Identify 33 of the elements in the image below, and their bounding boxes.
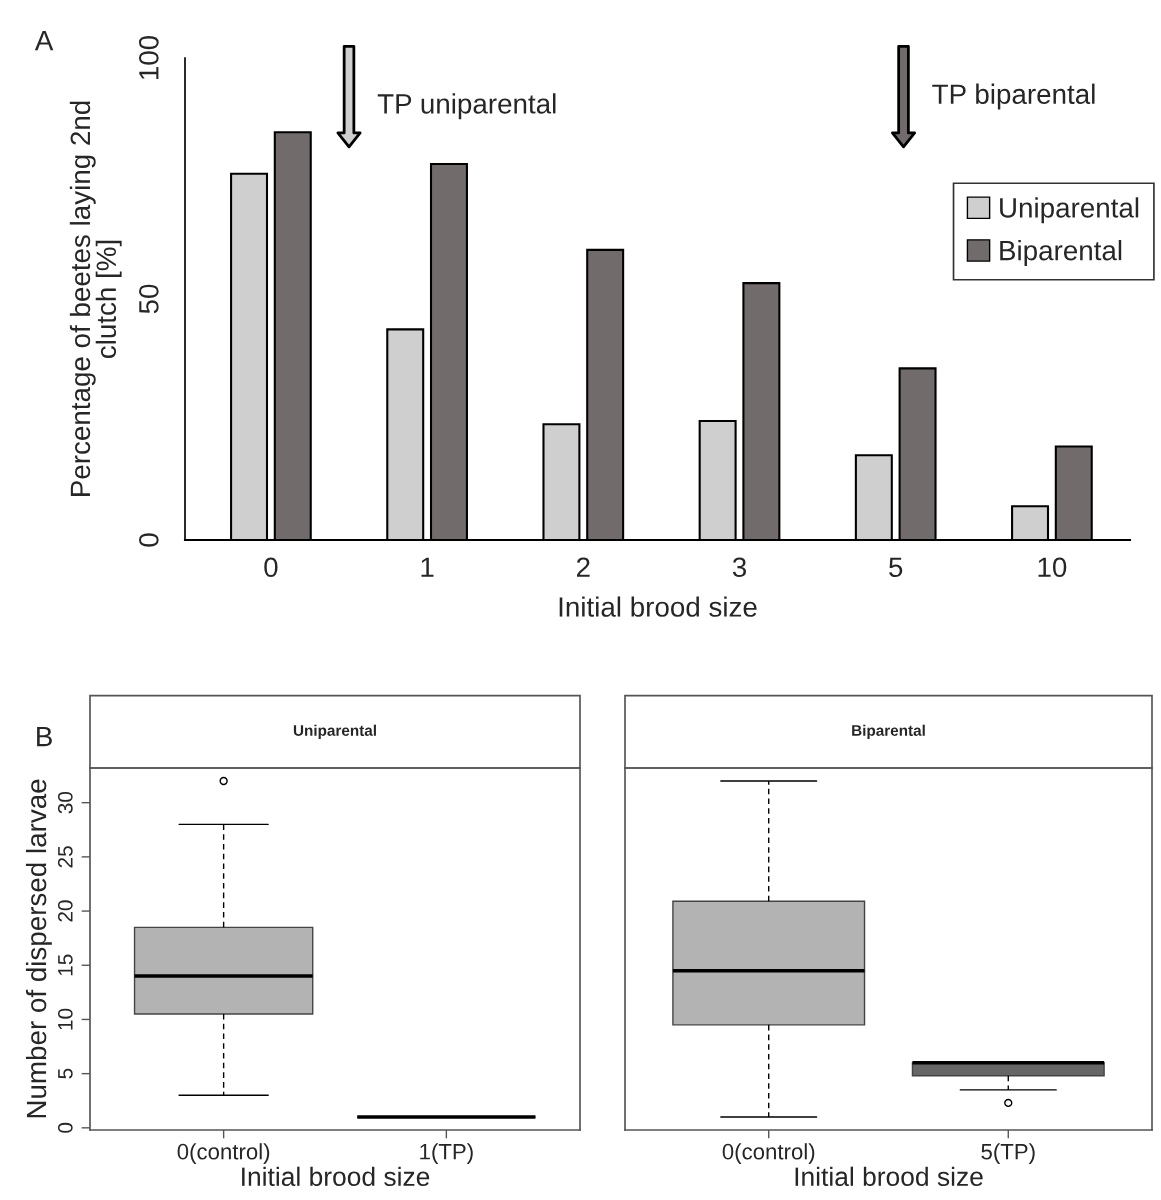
- x-axis-title: Initial brood size: [242, 1166, 430, 1187]
- y-tick-label: 50: [139, 284, 159, 314]
- x-tick-label: 1(TP): [420, 1143, 473, 1164]
- y-tick-label: 5: [58, 1068, 73, 1079]
- chart-title: Uniparental: [293, 724, 376, 739]
- x-tick-label: 0(control): [722, 1143, 815, 1164]
- x-tick-label: 0(control): [177, 1143, 270, 1164]
- x-tick-label: 3: [732, 557, 747, 578]
- y-axis-title: Percentage of beetes laying 2nd clutch [%]: [69, 101, 122, 496]
- x-tick-label: 5(TP): [981, 1143, 1035, 1164]
- y-tick-label: 10: [57, 1008, 73, 1030]
- annotation: TP biparental: [932, 83, 1095, 110]
- y-tick-label: 15: [58, 954, 73, 976]
- legend-label: Uniparental: [1000, 197, 1139, 224]
- y-tick-label: 20: [57, 900, 73, 922]
- y-axis-title: Number of dispersed larvae: [25, 779, 52, 1118]
- x-tick-label: 2: [576, 557, 590, 577]
- y-tick-label: 100: [139, 35, 159, 80]
- chart-title: Biparental: [852, 724, 925, 739]
- annotation: TP uniparental: [377, 93, 556, 120]
- x-axis-title: Initial brood size: [559, 596, 757, 617]
- y-tick-label: 30: [57, 791, 73, 814]
- x-tick-label: 0: [264, 557, 278, 578]
- legend-label: Biparental: [1000, 240, 1122, 266]
- text: B: [37, 727, 52, 747]
- y-tick-label: 0: [139, 533, 159, 547]
- y-tick-label: 25: [57, 846, 73, 868]
- x-tick-label: 5: [889, 557, 903, 578]
- x-tick-label: 1: [421, 557, 434, 577]
- text: A: [34, 31, 54, 51]
- x-tick-label: 10: [1038, 557, 1067, 578]
- x-axis-title: Initial brood size: [795, 1166, 983, 1187]
- y-tick-label: 0: [57, 1122, 73, 1133]
